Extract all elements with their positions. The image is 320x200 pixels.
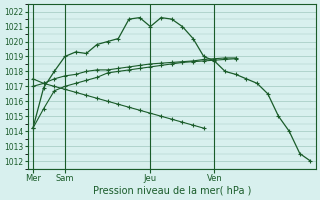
- X-axis label: Pression niveau de la mer( hPa ): Pression niveau de la mer( hPa ): [92, 186, 251, 196]
